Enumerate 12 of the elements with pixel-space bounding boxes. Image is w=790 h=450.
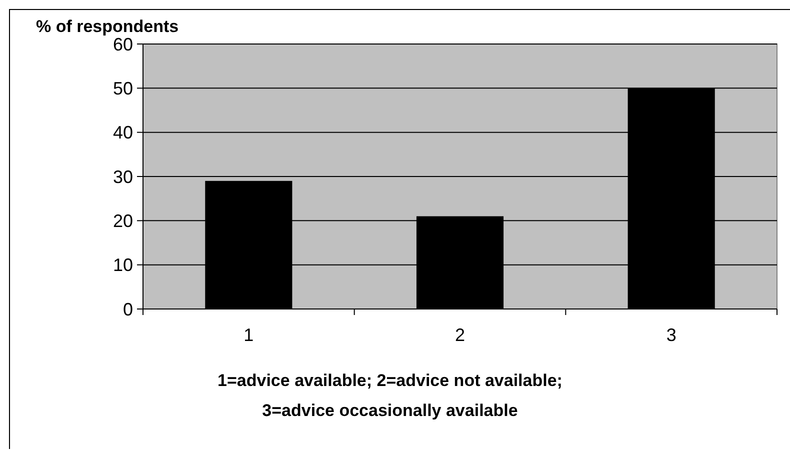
y-tick-label: 30 [112, 166, 133, 187]
y-tick-label: 40 [112, 122, 133, 143]
y-tick-label: 60 [112, 34, 133, 54]
x-tick-label: 2 [454, 325, 466, 345]
y-tick-label: 20 [112, 210, 133, 231]
y-axis-title: % of respondents [36, 17, 179, 36]
y-tick-label: 10 [112, 255, 133, 276]
x-axis-title: 1=advice available; 2=advice not available; 3=advice occasionally available [218, 371, 562, 420]
x-tick-label: 3 [666, 325, 676, 345]
y-tick-label: 0 [122, 299, 133, 320]
x-tick-label: 1 [244, 325, 254, 345]
y-tick-label: 50 [112, 78, 133, 98]
